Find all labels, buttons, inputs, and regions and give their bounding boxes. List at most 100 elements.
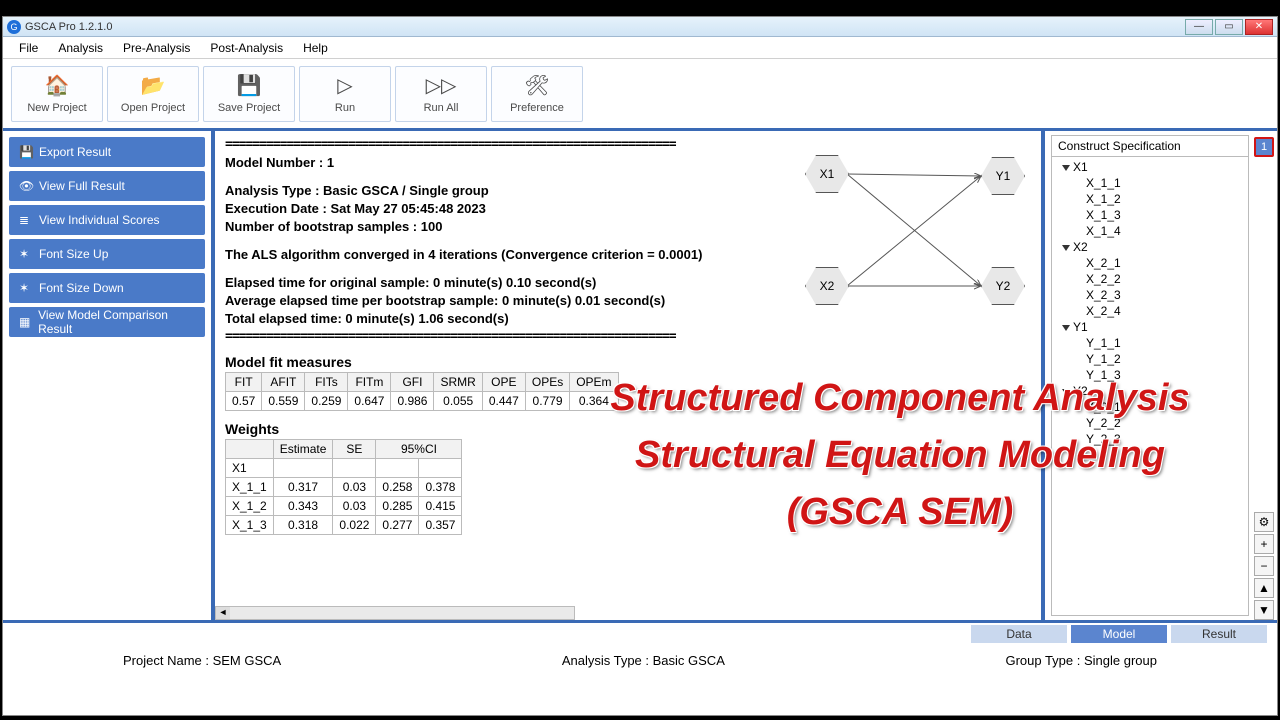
right-control-3[interactable]: ▲ [1254,578,1274,598]
view-individual-scores-button[interactable]: ≣View Individual Scores [9,205,205,235]
view-individual-scores-icon: ≣ [19,213,33,227]
menu-pre-analysis[interactable]: Pre-Analysis [113,39,200,57]
weights-cell [333,459,376,478]
fit-cell: 0.779 [525,392,569,411]
weights-cell: 0.258 [376,478,419,497]
main-area: 💾Export Result 👁View Full Result ≣View Ind… [3,131,1277,623]
weights-cell: 0.343 [273,497,333,516]
fit-cell: 0.259 [305,392,348,411]
fit-cell: 0.055 [434,392,482,411]
tree-leaf[interactable]: X_2_1 [1056,255,1244,271]
weights-cell: X_1_3 [226,516,274,535]
tree-leaf[interactable]: Y_2_3 [1056,431,1244,447]
tree-title: Construct Specification [1052,136,1248,157]
right-control-2[interactable]: − [1254,556,1274,576]
tree-leaf[interactable]: X_2_2 [1056,271,1244,287]
weights-cell: 0.357 [419,516,462,535]
expand-icon[interactable] [1062,325,1070,331]
tree-leaf[interactable]: X_1_1 [1056,175,1244,191]
font-size-up-icon: ✶ [19,247,33,261]
save-project-button[interactable]: 💾Save Project [203,66,295,122]
weights-header: Estimate [273,440,333,459]
view-model-comparison-button[interactable]: ▦View Model Comparison Result [9,307,205,337]
horizontal-scrollbar[interactable]: ◄ [215,606,575,620]
fit-header: SRMR [434,373,482,392]
fit-header: AFIT [262,373,305,392]
tree-leaf[interactable]: X_1_2 [1056,191,1244,207]
titlebar: G GSCA Pro 1.2.1.0 — ▭ ✕ [3,17,1277,37]
tree-node-Y1[interactable]: Y1 [1056,319,1244,335]
font-size-up-button[interactable]: ✶Font Size Up [9,239,205,269]
view-full-result-button[interactable]: 👁View Full Result [9,171,205,201]
app-icon: G [7,20,21,34]
expand-icon[interactable] [1062,165,1070,171]
font-size-down-button[interactable]: ✶Font Size Down [9,273,205,303]
expand-icon[interactable] [1062,245,1070,251]
fit-cell: 0.647 [348,392,391,411]
export-result-button[interactable]: 💾Export Result [9,137,205,167]
weights-cell: 0.318 [273,516,333,535]
view-full-result-icon: 👁 [19,179,33,193]
fit-header: FIT [226,373,262,392]
weights-cell: 0.022 [333,516,376,535]
fit-cell: 0.57 [226,392,262,411]
edge-X1-Y1 [847,174,981,176]
weights-cell: X_1_2 [226,497,274,516]
tree-node-Y2[interactable]: Y2 [1056,383,1244,399]
weights-header [226,440,274,459]
status-project: Project Name : SEM GSCA [123,653,281,668]
tree-leaf[interactable]: Y_1_2 [1056,351,1244,367]
right-control-0[interactable]: ⚙ [1254,512,1274,532]
open-project-button[interactable]: 📂Open Project [107,66,199,122]
minimize-button[interactable]: — [1185,19,1213,35]
weights-cell: 0.415 [419,497,462,516]
tab-model[interactable]: Model [1071,625,1167,643]
preference-icon: 🛠 [524,73,549,98]
app-window: G GSCA Pro 1.2.1.0 — ▭ ✕ FileAnalysisPre… [2,16,1278,716]
run-icon: ▷ [337,73,352,98]
fit-header: FITs [305,373,348,392]
fit-cell: 0.364 [570,392,618,411]
tree-leaf[interactable]: X_2_3 [1056,287,1244,303]
tree-node-X1[interactable]: X1 [1056,159,1244,175]
tab-data[interactable]: Data [971,625,1067,643]
right-pane: Construct Specification X1X_1_1X_1_2X_1_… [1045,131,1277,620]
model-badge[interactable]: 1 [1254,137,1274,157]
menu-file[interactable]: File [9,39,48,57]
view-model-comparison-icon: ▦ [19,315,32,329]
construct-tree: Construct Specification X1X_1_1X_1_2X_1_… [1051,135,1249,616]
menu-post-analysis[interactable]: Post-Analysis [200,39,293,57]
weights-cell: 0.317 [273,478,333,497]
new-project-button[interactable]: 🏠New Project [11,66,103,122]
fit-table: FITAFITFITsFITmGFISRMROPEOPEsOPEm0.570.5… [225,372,619,411]
tree-leaf[interactable]: Y_1_1 [1056,335,1244,351]
run-button[interactable]: ▷Run [299,66,391,122]
preference-button[interactable]: 🛠Preference [491,66,583,122]
weights-cell: 0.277 [376,516,419,535]
bottom-tabs: DataModelResult [3,623,1277,645]
weights-cell [419,459,462,478]
run-all-button[interactable]: ▷▷Run All [395,66,487,122]
status-bar: Project Name : SEM GSCA Analysis Type : … [3,645,1277,675]
tree-leaf[interactable]: X_1_4 [1056,223,1244,239]
weights-cell: X_1_1 [226,478,274,497]
weights-header: SE [333,440,376,459]
run-all-icon: ▷▷ [426,73,457,98]
tree-leaf[interactable]: X_2_4 [1056,303,1244,319]
tab-result[interactable]: Result [1171,625,1267,643]
maximize-button[interactable]: ▭ [1215,19,1243,35]
tree-leaf[interactable]: X_1_3 [1056,207,1244,223]
tree-leaf[interactable]: Y_2_1 [1056,399,1244,415]
expand-icon[interactable] [1062,389,1070,395]
fit-header: OPE [482,373,525,392]
right-control-4[interactable]: ▼ [1254,600,1274,620]
right-control-1[interactable]: + [1254,534,1274,554]
menu-help[interactable]: Help [293,39,338,57]
menu-analysis[interactable]: Analysis [48,39,113,57]
tree-node-X2[interactable]: X2 [1056,239,1244,255]
weights-header: 95%CI [376,440,462,459]
path-diagram: X1X2Y1Y2 [795,137,1035,317]
close-button[interactable]: ✕ [1245,19,1273,35]
tree-leaf[interactable]: Y_2_2 [1056,415,1244,431]
tree-leaf[interactable]: Y_1_3 [1056,367,1244,383]
